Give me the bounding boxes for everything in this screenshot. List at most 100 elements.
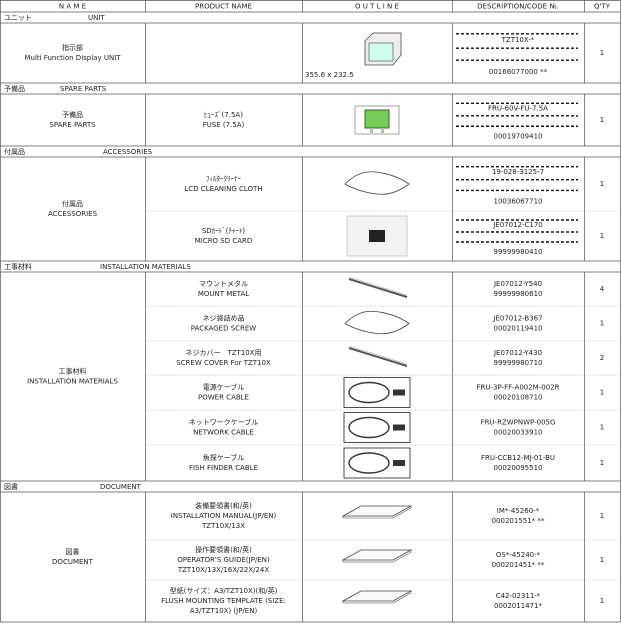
section-title-en: SPARE PARTS [60, 85, 107, 93]
outline-image [341, 505, 413, 519]
section-title-en: UNIT [88, 14, 105, 22]
product-name: 型紙(サイズ：A3/TZT10X)(和/英) [170, 586, 278, 595]
part-code: 000201551* ** [492, 517, 545, 525]
outline-shape [393, 389, 405, 396]
outline-image [348, 345, 408, 367]
product-name: ネジカバー TZT10X用 [185, 349, 261, 357]
section-title-en: DOCUMENT [100, 483, 142, 491]
section-title-en: INSTALLATION MATERIALS [100, 263, 191, 271]
quantity: 2 [600, 354, 604, 362]
outline-shape [393, 460, 405, 466]
outline-size: 355.6 x 232.5 [305, 71, 354, 79]
quantity: 1 [600, 389, 604, 397]
product-name: POWER CABLE [198, 394, 249, 402]
outline-image [344, 310, 410, 335]
product-name: MOUNT METAL [198, 290, 249, 298]
column-header: DESCRIPTION/CODE №. [477, 3, 559, 11]
outline-shape [344, 310, 410, 335]
outline-shape [364, 109, 390, 129]
quantity: 1 [600, 49, 604, 57]
quantity: 1 [600, 424, 604, 432]
section-title-en: ACCESSORIES [103, 148, 153, 156]
description-code: FRU-CCB12-MJ-01-BU [481, 454, 555, 462]
part-code: 99999980610 [494, 290, 543, 298]
product-name: NETWORK CABLE [193, 429, 254, 437]
outline-shape [343, 412, 411, 443]
part-code: 00020033910 [494, 429, 543, 437]
group-name-en: SPARE PARTS [49, 121, 96, 129]
product-name: 魚探ケーブル [203, 453, 245, 462]
description-code: FRU-RZWPNWP-005G [481, 419, 556, 427]
outline-shape [342, 506, 412, 519]
outline-image [354, 105, 400, 135]
outline-shape [348, 381, 390, 404]
outline-image [346, 215, 408, 257]
quantity: 4 [600, 285, 605, 293]
quantity: 1 [600, 512, 604, 520]
product-name: SDｶｰﾄﾞ(ﾁｬｰﾄ) [202, 227, 246, 235]
outline-shape [341, 590, 413, 602]
group-name-en: ACCESSORIES [48, 210, 98, 218]
outline-image [344, 171, 410, 195]
section-title-jp: 工事材料 [4, 262, 32, 271]
outline-image [343, 377, 411, 408]
part-code: 00020095510 [494, 464, 543, 472]
description-code: FRU-60V-FU-7.5A [488, 105, 548, 113]
part-code: 000201451* ** [492, 561, 545, 569]
quantity: 1 [600, 320, 604, 328]
quantity: 1 [600, 459, 604, 467]
group-name-jp: 工事材料 [59, 367, 87, 376]
quantity: 1 [600, 232, 604, 240]
outline-shape [348, 347, 408, 367]
product-name: FLUSH MOUNTING TEMPLATE (SIZE: [161, 597, 286, 605]
description-code: JE07012-Y430 [493, 349, 542, 357]
outline-shape [348, 416, 390, 439]
outline-image [348, 276, 408, 298]
group-name-jp: 予備品 [62, 110, 83, 119]
product-name: 操作要領書(和/英) [195, 545, 252, 554]
outline-image [341, 549, 413, 563]
part-code: 0002011471* [494, 602, 543, 610]
product-name: MICRO SD CARD [195, 237, 253, 245]
outline-shape [381, 128, 384, 133]
description-code: JE07012-C170 [492, 221, 543, 229]
outline-shape [368, 42, 394, 62]
description-code: OS*-45240-* [496, 551, 541, 559]
outline-shape [342, 591, 412, 604]
outline-shape [369, 230, 385, 242]
outline-image [341, 590, 413, 604]
outline-image [343, 412, 411, 443]
quantity: 1 [600, 116, 604, 124]
group-name-jp: 指示部 [62, 43, 83, 52]
description-code: JE07012-B367 [492, 315, 542, 323]
part-code: 99999980410 [494, 248, 543, 256]
outline-image [343, 447, 411, 479]
outline-shape [342, 550, 412, 563]
product-name: INSTALLATION MANUAL(JP/EN) [171, 512, 277, 520]
section-title-jp: ユニット [4, 14, 32, 22]
group-name-en: Multi Function Display UNIT [24, 54, 121, 62]
description-code: 19-028-3125-7 [492, 168, 544, 176]
description-code: IM*-45260-* [497, 507, 540, 515]
quantity: 1 [600, 556, 604, 564]
group-name-en: INSTALLATION MATERIALS [27, 378, 118, 386]
outline-shape [348, 452, 390, 474]
outline-shape [341, 505, 413, 517]
outline-shape [348, 276, 408, 296]
description-code: C42-02311-* [496, 592, 541, 600]
product-name: ﾌｨﾙﾀｰｸﾘｰﾅｰ [206, 175, 241, 183]
part-code: 00020119410 [494, 325, 543, 333]
product-name: FUSE (7.5A) [203, 121, 245, 129]
quantity: 1 [600, 597, 604, 605]
section-title-jp: 付属品 [4, 147, 25, 156]
column-header: PRODUCT NAME [195, 3, 252, 11]
part-code: 10036067710 [494, 197, 543, 205]
part-code: 00020108710 [494, 394, 543, 402]
column-header: Q'TY [594, 3, 611, 11]
product-name: PACKAGED SCREW [191, 325, 257, 333]
product-name: TZT10X/13X/16X/22X/24X [177, 566, 269, 574]
description-code: FRU-3P-FF-A002M-002R [477, 384, 560, 392]
product-name: 電源ケーブル [203, 383, 245, 392]
outline-shape [344, 171, 410, 195]
